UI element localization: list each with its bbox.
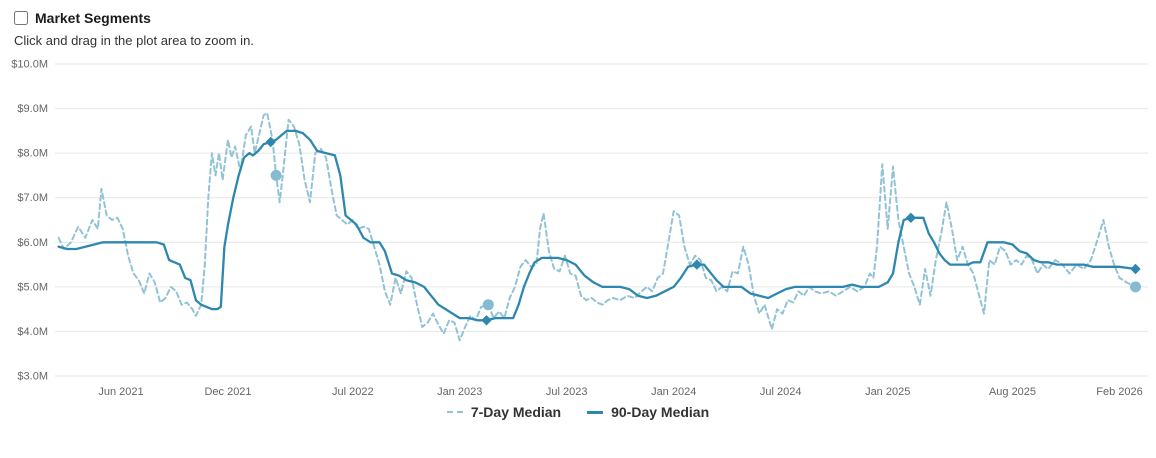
y-axis-label: $8.0M <box>17 148 48 160</box>
x-axis-label: Feb 2026 <box>1096 386 1142 398</box>
legend-label-7-day: 7-Day Median <box>470 404 562 420</box>
x-axis-label: Jul 2023 <box>546 386 588 398</box>
plot-area[interactable] <box>55 64 1148 376</box>
x-axis-label: Jan 2025 <box>865 386 910 398</box>
chart-header: Market Segments <box>0 10 1156 26</box>
series-line-90-day-median <box>57 129 1137 322</box>
marker-circle-7-day[interactable] <box>1130 281 1141 293</box>
y-axis-label: $9.0M <box>17 103 48 115</box>
y-axis-label: $3.0M <box>17 371 48 383</box>
marker-diamond-90-day[interactable] <box>905 212 917 223</box>
legend-item-90-day-median[interactable]: 90-Day Median <box>587 404 709 420</box>
legend-label-90-day: 90-Day Median <box>611 404 710 420</box>
y-axis-label: $6.0M <box>17 237 48 249</box>
market-segments-widget: Market Segments Click and drag in the pl… <box>0 10 1156 420</box>
marker-circle-7-day[interactable] <box>482 299 494 311</box>
solid-line-icon <box>587 410 604 414</box>
x-axis-label: Jul 2024 <box>760 386 802 398</box>
chart-subtitle: Click and drag in the plot area to zoom … <box>14 33 254 48</box>
y-axis-label: $4.0M <box>17 326 48 338</box>
x-axis-label: Dec 2021 <box>204 386 251 398</box>
marker-diamond-90-day[interactable] <box>481 315 492 326</box>
x-axis-label: Jan 2023 <box>437 386 482 398</box>
x-axis-label: Jul 2022 <box>332 386 374 398</box>
market-segments-checkbox[interactable] <box>14 11 28 25</box>
market-segments-chart[interactable]: $3.0M $4.0M $5.0M $6.0M $7.0M $8.0M $9.0M $10.0… <box>0 54 1156 402</box>
x-axis-label: Jan 2024 <box>651 386 696 398</box>
series-line-7-day-median <box>57 112 1137 342</box>
y-axis-label: $7.0M <box>17 192 48 204</box>
x-axis-label: Jun 2021 <box>98 386 143 398</box>
y-axis-label: $10.0M <box>11 59 48 71</box>
marker-diamond-90-day[interactable] <box>1130 263 1141 275</box>
chart-title[interactable]: Market Segments <box>35 10 151 26</box>
y-axis-label: $5.0M <box>17 281 48 293</box>
marker-diamond-90-day[interactable] <box>691 259 703 270</box>
legend-item-7-day-median[interactable]: 7-Day Median <box>446 404 562 420</box>
x-axis-label: Aug 2025 <box>989 386 1036 398</box>
marker-circle-7-day[interactable] <box>270 169 282 181</box>
chart-legend: 7-Day Median 90-Day Median <box>0 404 1156 420</box>
dashed-line-icon <box>446 411 463 413</box>
